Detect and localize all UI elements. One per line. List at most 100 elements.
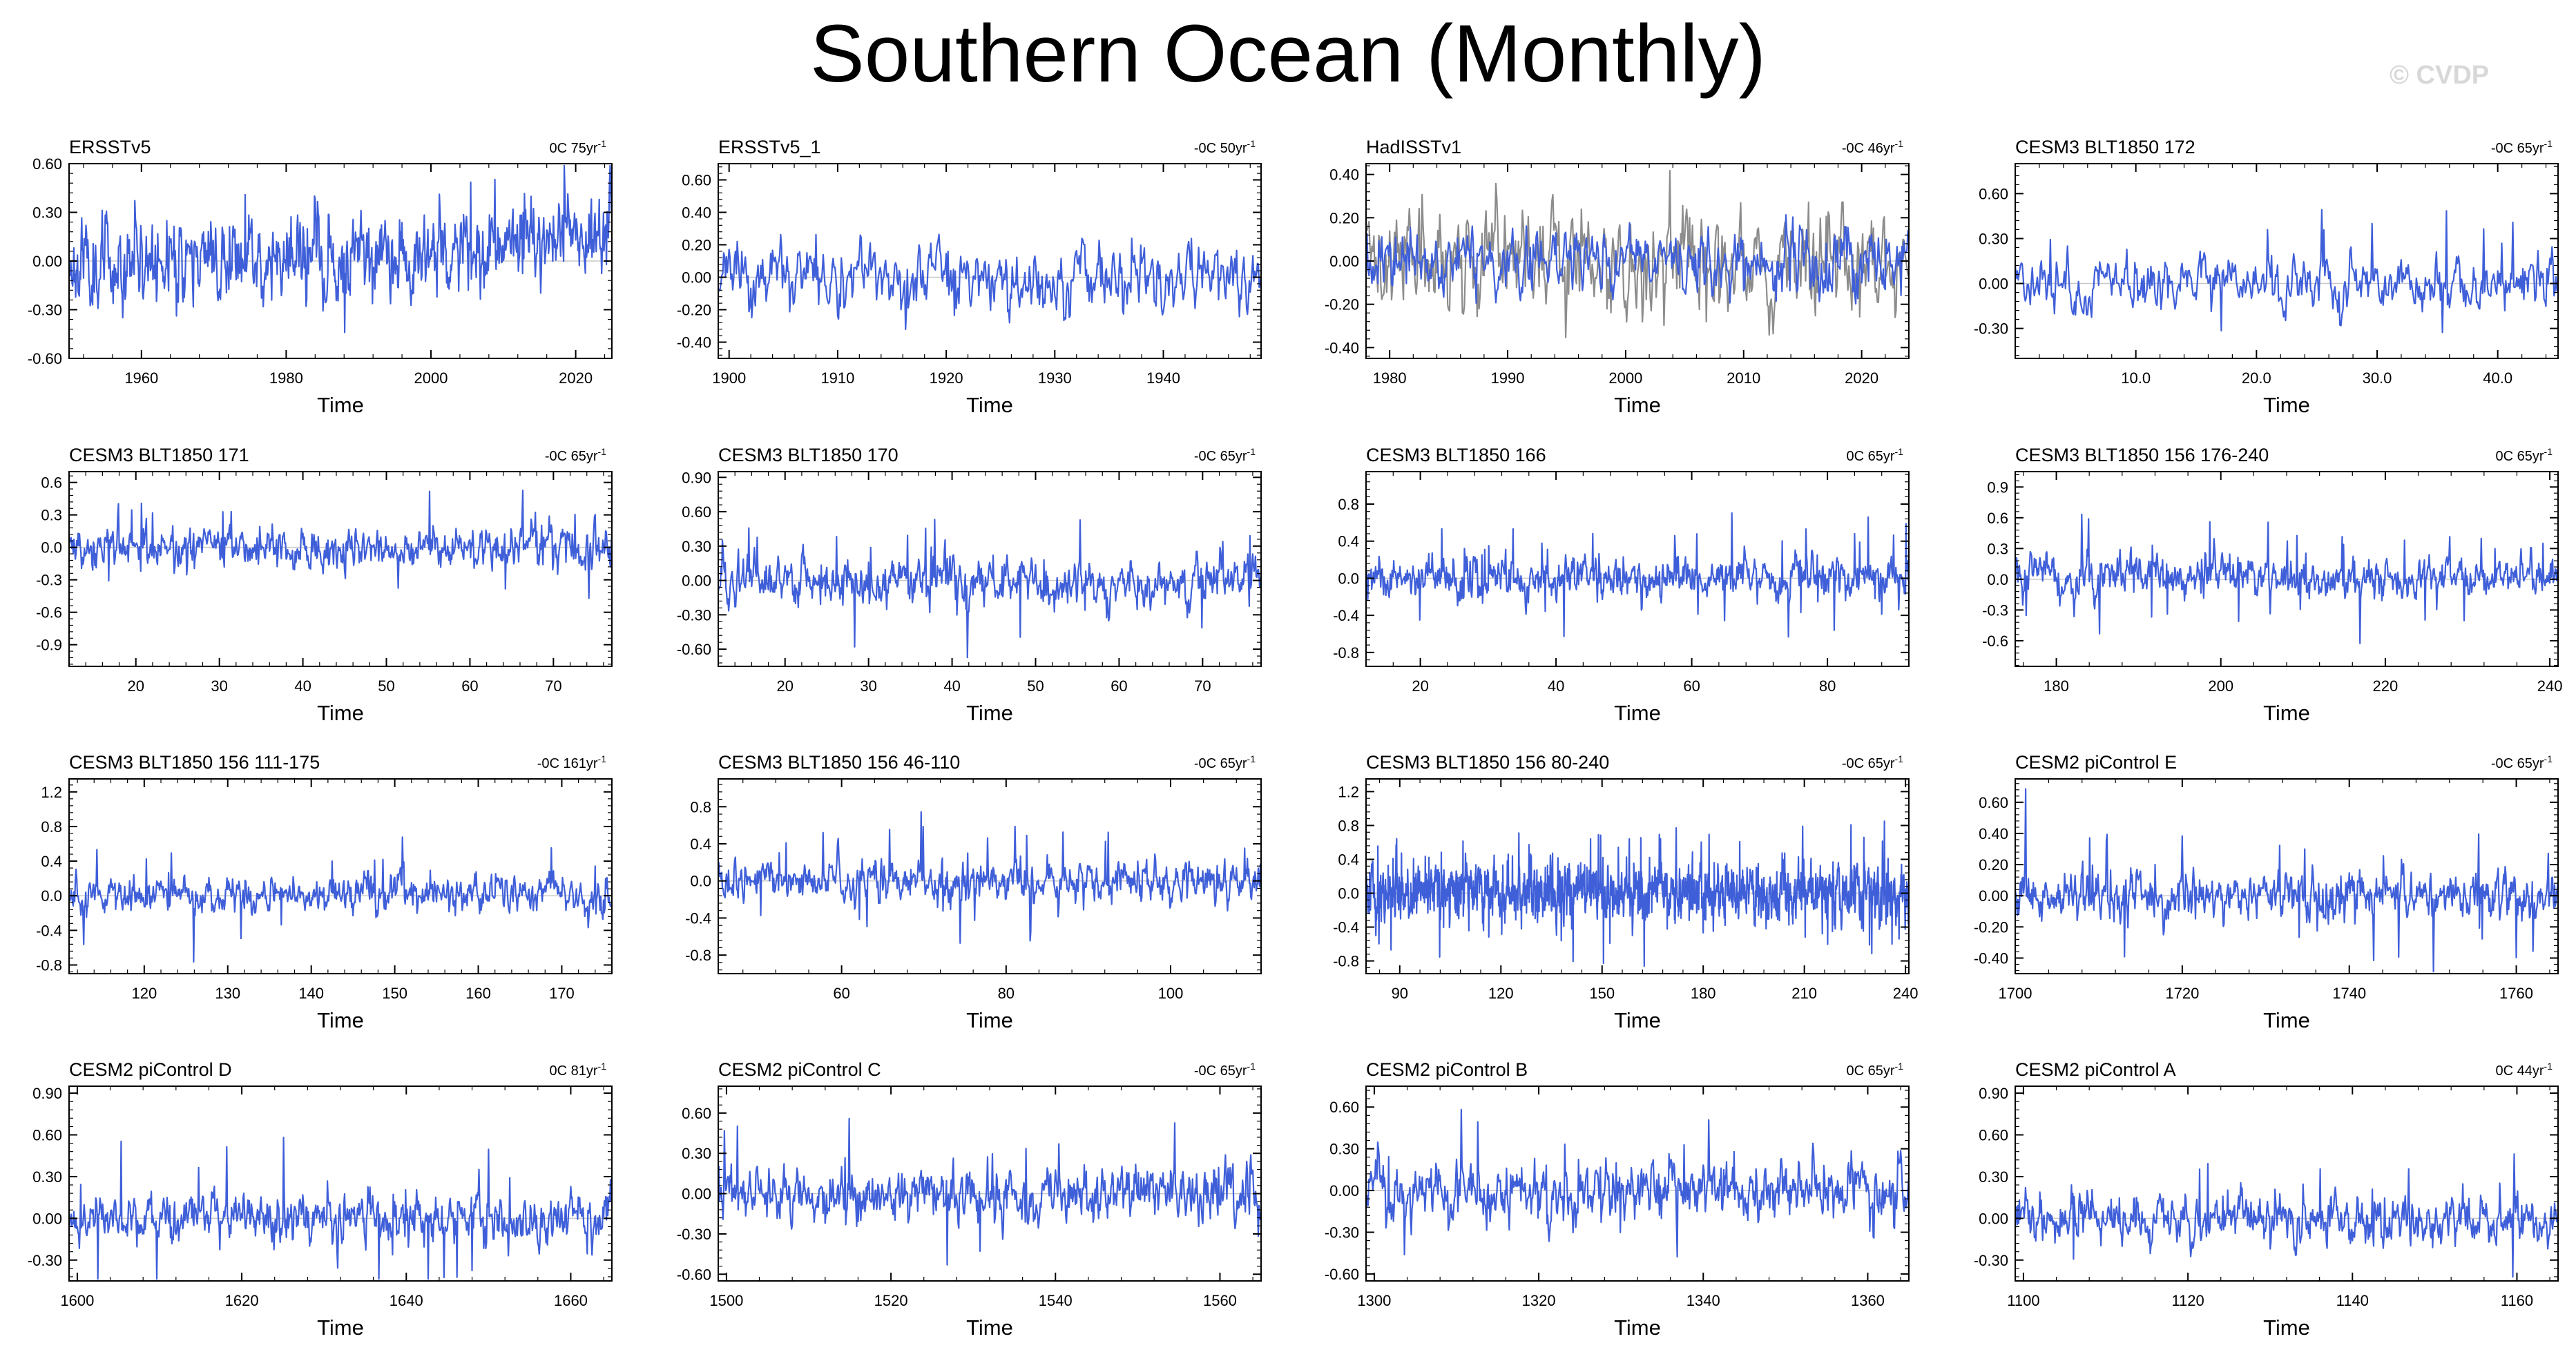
- x-tick-label: 120: [1488, 985, 1514, 1002]
- series-line: [1365, 1108, 1910, 1258]
- x-axis-label: Time: [1614, 393, 1661, 417]
- y-tick-label: 0.0: [41, 887, 62, 905]
- chart-panel: CESM3 BLT1850 172 -0C 65yr-1 -0.30 0.00 0.30…: [1974, 137, 2559, 417]
- panel-trend-label: 0C 65yr-1: [1847, 1061, 1904, 1079]
- series-line: [2014, 513, 2559, 644]
- panel-title: ERSSTv5_1: [718, 137, 821, 157]
- y-tick-label: 0.20: [1979, 856, 2008, 874]
- x-tick-label: 30.0: [2363, 369, 2392, 387]
- x-tick-label: 1520: [874, 1292, 908, 1309]
- y-tick-label: -0.9: [36, 637, 62, 654]
- y-tick-label: 0.00: [1329, 1182, 1359, 1199]
- x-tick-label: 240: [1893, 985, 1919, 1002]
- series-line: [717, 811, 1262, 945]
- x-tick-label: 1720: [2165, 985, 2199, 1002]
- y-tick-label: 0.60: [32, 155, 62, 173]
- series-line: [1365, 512, 1910, 638]
- y-tick-label: 0.00: [1979, 276, 2008, 293]
- series-line: [2014, 788, 2559, 973]
- panel-title: CESM3 BLT1850 166: [1366, 445, 1546, 465]
- trend-superscript: -1: [2544, 138, 2553, 149]
- y-tick-label: 0.00: [682, 1186, 711, 1203]
- y-tick-label: -0.6: [1982, 633, 2008, 650]
- x-tick-label: 1980: [1373, 369, 1407, 387]
- y-tick-label: -0.4: [36, 922, 62, 939]
- x-tick-label: 240: [2537, 677, 2563, 695]
- y-tick-label: 0.00: [1329, 253, 1359, 270]
- chart-panel: CESM3 BLT1850 170 -0C 65yr-1 -0.60 -0.30 0.0…: [677, 445, 1262, 725]
- y-tick-label: 0.6: [1987, 510, 2008, 527]
- trend-superscript: -1: [598, 753, 607, 764]
- x-tick-label: 30: [211, 677, 227, 695]
- panel-trend-label: -0C 65yr-1: [1842, 753, 1903, 771]
- y-tick-label: 0.60: [1979, 794, 2008, 811]
- chart-panel: CESM2 piControl E -0C 65yr-1 -0.40 -0.20 0.0…: [1974, 752, 2559, 1032]
- chart-panel: CESM3 BLT1850 171 -0C 65yr-1 -0.9 -0.6 -0.3 0…: [36, 445, 613, 725]
- page-title: Southern Ocean (Monthly): [810, 8, 1766, 99]
- x-tick-label: 1120: [2171, 1292, 2204, 1309]
- y-tick-label: 0.0: [1338, 885, 1359, 903]
- y-tick-label: -0.3: [1982, 601, 2008, 619]
- x-tick-label: 30: [860, 677, 876, 695]
- y-tick-label: 0.60: [32, 1127, 62, 1144]
- x-tick-label: 40: [943, 677, 960, 695]
- chart-panel: CESM2 piControl B 0C 65yr-1 -0.60 -0.30 0.00…: [1325, 1059, 1910, 1340]
- y-tick-label: 0.3: [1987, 540, 2008, 557]
- panel-title: CESM3 BLT1850 156 80-240: [1366, 752, 1609, 773]
- y-tick-label: 0.3: [41, 507, 62, 524]
- trend-superscript: -1: [2544, 1061, 2553, 1072]
- x-axis-label: Time: [2263, 1008, 2310, 1032]
- panel-trend-label: -0C 46yr-1: [1842, 138, 1903, 156]
- plot-frame: [718, 778, 1262, 974]
- x-tick-label: 90: [1392, 985, 1408, 1002]
- y-tick-label: 0.00: [32, 1210, 62, 1227]
- x-tick-label: 50: [378, 677, 394, 695]
- y-tick-label: 0.40: [1979, 825, 2008, 842]
- plot-frame: [68, 1086, 613, 1282]
- x-tick-label: 40: [294, 677, 311, 695]
- trend-superscript: -1: [2544, 446, 2553, 457]
- series-line: [2014, 1153, 2559, 1278]
- x-tick-label: 20: [776, 677, 793, 695]
- series-line: [717, 519, 1262, 659]
- x-axis-label: Time: [966, 1008, 1013, 1032]
- y-tick-label: -0.30: [1974, 1252, 2008, 1269]
- y-tick-label: 0.20: [682, 237, 711, 254]
- plot-frame: [68, 778, 613, 974]
- chart-panel: CESM2 piControl C -0C 65yr-1 -0.60 -0.30 0.0…: [677, 1059, 1262, 1340]
- y-tick-label: -0.60: [1325, 1266, 1359, 1283]
- x-axis-label: Time: [317, 1315, 364, 1340]
- y-tick-label: 0.30: [32, 1168, 62, 1186]
- series-line: [1365, 820, 1910, 967]
- y-tick-label: -0.8: [1333, 953, 1359, 970]
- x-tick-label: 150: [382, 985, 407, 1002]
- series-line: [68, 489, 613, 599]
- y-tick-label: -0.30: [28, 302, 62, 319]
- x-tick-label: 1600: [60, 1292, 94, 1309]
- x-tick-label: 1660: [554, 1292, 588, 1309]
- x-tick-label: 40.0: [2483, 369, 2512, 387]
- y-tick-label: -0.20: [677, 302, 711, 319]
- x-axis-label: Time: [1614, 701, 1661, 725]
- plot-frame: [1365, 778, 1910, 974]
- x-tick-label: 1900: [712, 369, 746, 387]
- trend-superscript: -1: [2544, 753, 2553, 764]
- plot-frame: [2015, 1086, 2559, 1282]
- copyright-watermark: © CVDP: [2390, 61, 2490, 90]
- x-tick-label: 180: [1691, 985, 1716, 1002]
- chart-panel: ERSSTv5_1 -0C 50yr-1 -0.40 -0.20 0.00 0.20 0.4…: [677, 137, 1262, 417]
- x-tick-label: 1560: [1203, 1292, 1237, 1309]
- x-tick-label: 10.0: [2121, 369, 2151, 387]
- trend-superscript: -1: [1895, 138, 1904, 149]
- x-tick-label: 1980: [269, 369, 303, 387]
- y-tick-label: -0.8: [36, 956, 62, 974]
- panel-title: CESM2 piControl C: [718, 1059, 881, 1080]
- trend-superscript: -1: [1895, 1061, 1904, 1072]
- plot-frame: [2015, 778, 2559, 974]
- series-line: [2014, 209, 2559, 334]
- y-tick-label: 0.8: [1338, 817, 1359, 834]
- x-axis-label: Time: [2263, 1315, 2310, 1340]
- series-line: [717, 233, 1262, 330]
- x-tick-label: 1540: [1039, 1292, 1073, 1309]
- plot-frame: [2015, 163, 2559, 359]
